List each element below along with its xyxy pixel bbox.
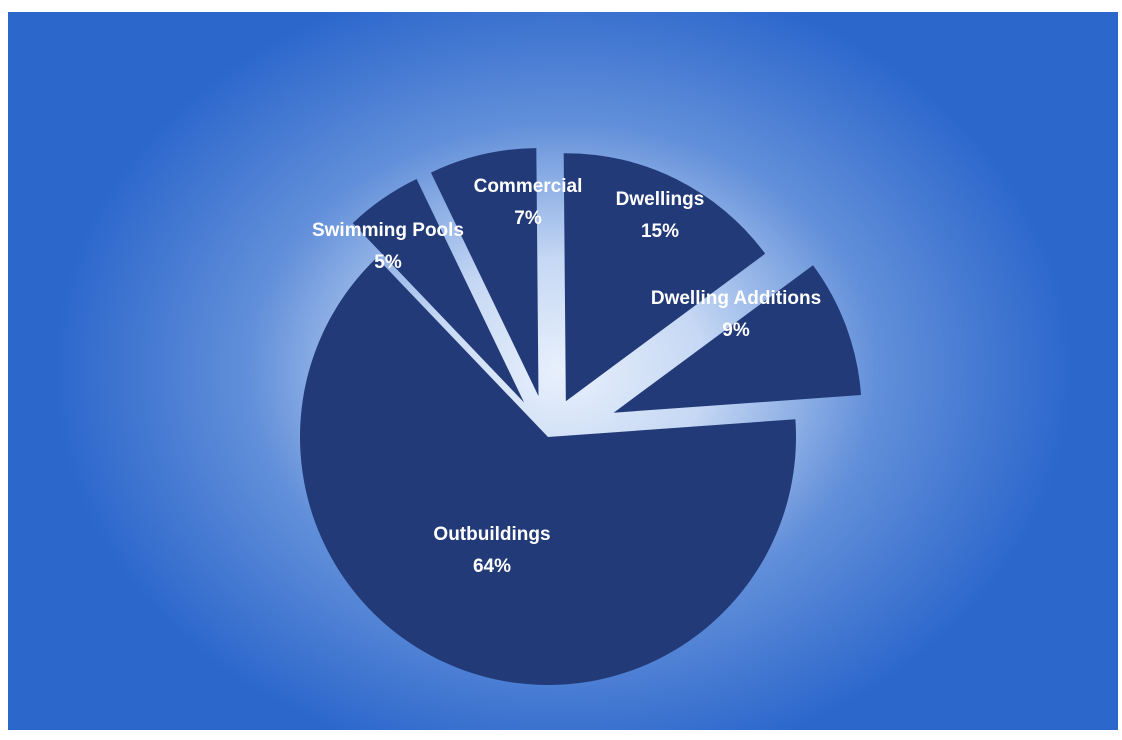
slice-label-name: Dwellings	[616, 189, 705, 210]
slice-label-percent: 5%	[374, 252, 402, 273]
pie-labels: Dwellings 15% Dwelling Additions 9% Outbuild…	[312, 176, 821, 577]
slice-label-name: Swimming Pools	[312, 220, 464, 241]
slice-label-name: Dwelling Additions	[651, 288, 821, 309]
pie-slice-commercial	[430, 148, 539, 397]
pie-slice-dwellings	[563, 153, 766, 402]
pie-slice-swimming-pools	[352, 179, 525, 403]
pie-slice-outbuildings	[299, 257, 796, 685]
slice-label-name: Outbuildings	[433, 524, 550, 545]
pie-slice-dwelling-additions	[613, 265, 862, 413]
slice-label-name: Commercial	[474, 176, 583, 197]
slice-label-percent: 15%	[641, 221, 679, 242]
pie-slices	[299, 148, 862, 685]
pie-chart: Dwellings 15% Dwelling Additions 9% Outbuild…	[299, 148, 862, 685]
chart-panel: Dwellings 15% Dwelling Additions 9% Outbuild…	[8, 12, 1118, 730]
slice-label-percent: 7%	[514, 208, 542, 229]
slice-label-percent: 64%	[473, 556, 511, 577]
slice-label-percent: 9%	[722, 320, 750, 341]
